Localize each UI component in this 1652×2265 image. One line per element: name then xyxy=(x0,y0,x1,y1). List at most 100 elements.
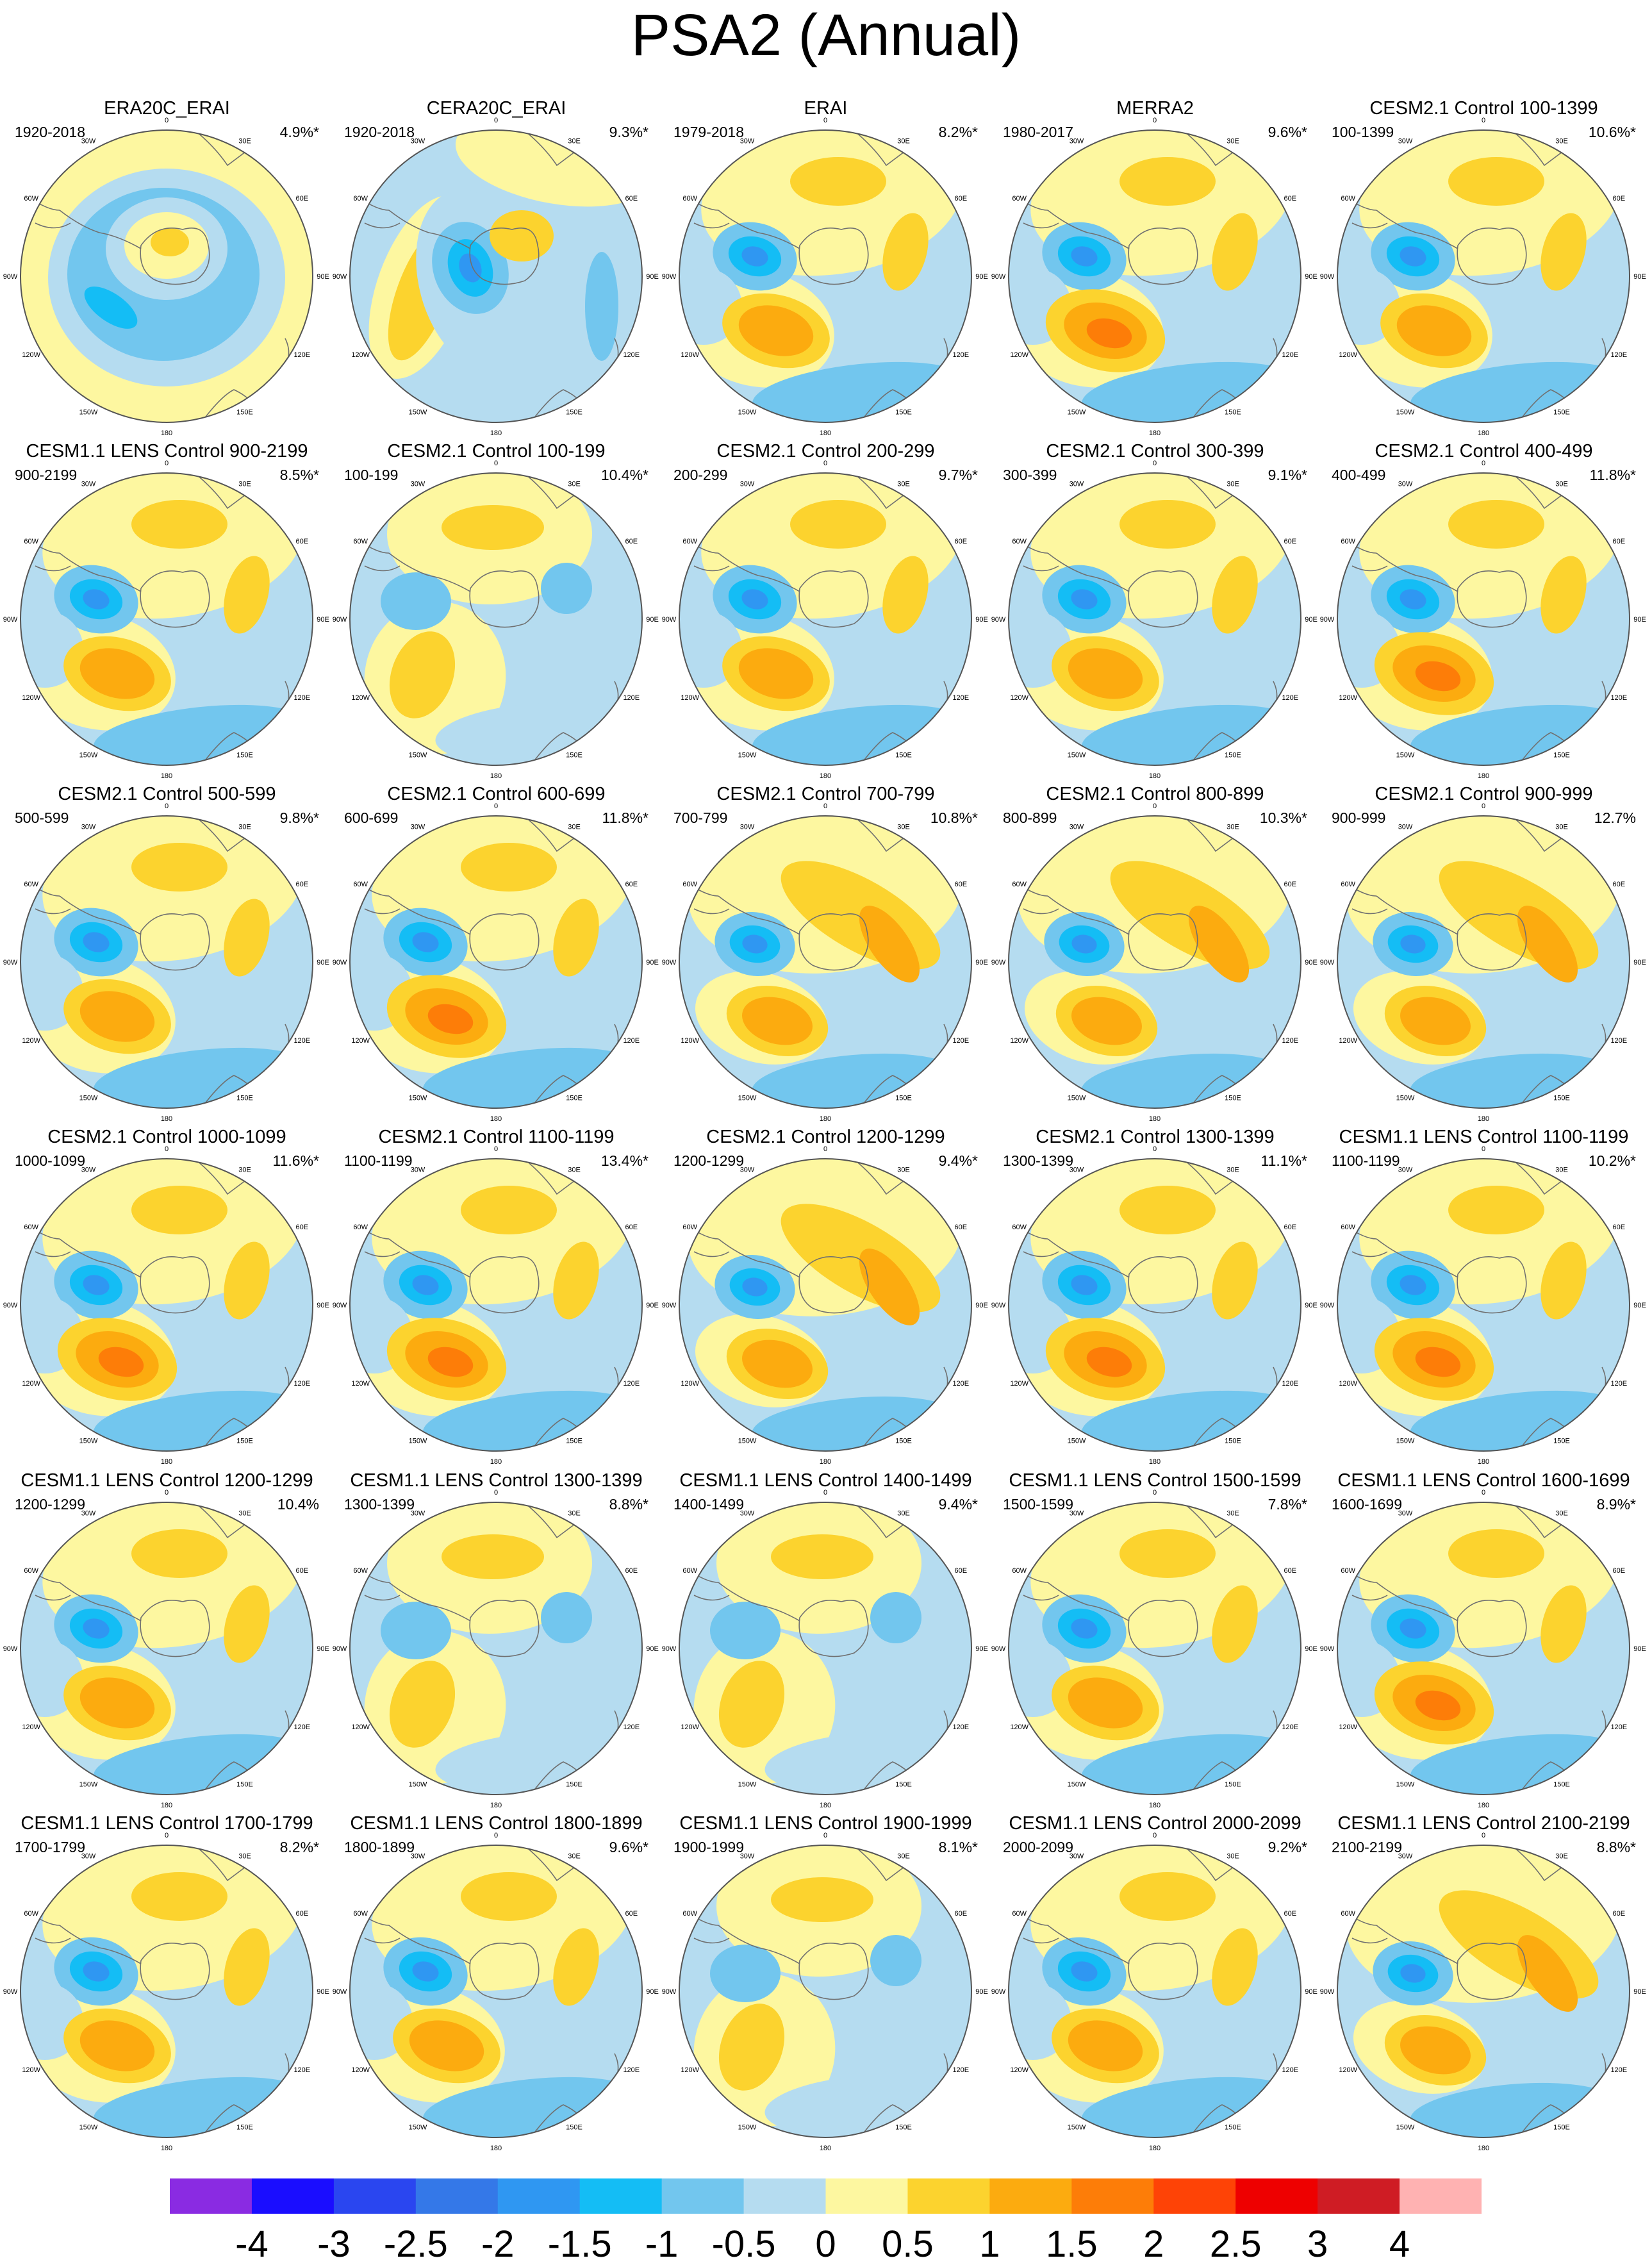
colorbar-swatch xyxy=(825,2178,908,2214)
antarctica-coastline xyxy=(1457,1256,1527,1314)
antarctica-coastline xyxy=(140,570,210,628)
longitude-label: 120W xyxy=(351,351,370,359)
longitude-label: 150E xyxy=(566,408,582,416)
negative-anomaly-region xyxy=(1071,934,1097,954)
map-frame xyxy=(1337,1502,1630,1795)
positive-anomaly-region xyxy=(461,843,557,892)
panel-variance-percent: 7.8%* xyxy=(1268,1496,1307,1513)
antarctica-coastline xyxy=(469,1599,540,1657)
longitude-label: 120W xyxy=(1339,694,1357,702)
panel-variance-percent: 8.2%* xyxy=(938,124,978,140)
map-panel: CESM1.1 LENS Control 1800-1899 0 30E 60E 90E… xyxy=(331,1805,661,2152)
positive-anomaly-region xyxy=(131,1529,227,1578)
longitude-label: 150W xyxy=(1068,751,1086,759)
panel-years: 1100-1199 xyxy=(1332,1152,1400,1169)
longitude-label: 0 xyxy=(1482,802,1485,810)
map-frame xyxy=(349,1502,643,1795)
longitude-label: 120E xyxy=(1282,1380,1298,1388)
longitude-label: 150E xyxy=(895,1780,912,1788)
anomaly-field xyxy=(679,1159,971,1451)
map-panel: CESM1.1 LENS Control 2100-2199 0 30E 60E 90E… xyxy=(1319,1805,1649,2152)
antarctica-coastline xyxy=(140,1942,210,2000)
panel-variance-percent: 10.8%* xyxy=(930,809,978,826)
negative-anomaly-region xyxy=(412,932,439,952)
positive-anomaly-region xyxy=(882,213,929,291)
longitude-label: 180 xyxy=(161,1802,172,1809)
longitude-label: 150W xyxy=(1396,2123,1415,2131)
negative-anomaly-region xyxy=(541,563,592,614)
longitude-label: 120W xyxy=(1339,1380,1357,1388)
longitude-label: 150E xyxy=(566,751,582,759)
longitude-label: 120W xyxy=(1010,694,1028,702)
colorbar-tick-label: 0.5 xyxy=(882,2223,934,2265)
anomaly-field xyxy=(350,1159,642,1451)
antarctica-coastline xyxy=(1457,570,1527,628)
longitude-label: 60E xyxy=(1284,1224,1297,1231)
anomaly-field xyxy=(1337,1845,1630,2137)
longitude-label: 30E xyxy=(568,1853,581,1861)
panel-title: CESM2.1 Control 100-1399 xyxy=(1369,98,1598,119)
panel-variance-percent: 10.3%* xyxy=(1259,809,1307,826)
longitude-label: 60E xyxy=(1284,1567,1297,1575)
colorbar-swatch xyxy=(1235,2178,1318,2214)
polar-map: 0 30E 60E 90E 120E 150E 180 150W 120W 90W 60W 30W xyxy=(1320,1489,1646,1809)
panel-years: 900-999 xyxy=(1332,809,1386,826)
longitude-label: 90E xyxy=(975,1988,988,1996)
longitude-label: 150E xyxy=(895,751,912,759)
antarctica-coastline xyxy=(798,570,869,628)
longitude-label: 0 xyxy=(1153,117,1157,124)
panel-years: 400-499 xyxy=(1332,467,1386,483)
panel-years: 1600-1699 xyxy=(1332,1496,1402,1513)
antarctica-coastline xyxy=(798,227,869,285)
longitude-label: 90E xyxy=(646,616,659,624)
longitude-label: 0 xyxy=(1153,802,1157,810)
positive-anomaly-region xyxy=(1071,997,1142,1045)
longitude-label: 90W xyxy=(1320,1988,1335,1996)
longitude-label: 60W xyxy=(24,1224,38,1231)
polar-map: 0 30E 60E 90E 120E 150E 180 150W 120W 90W 60W 30W xyxy=(1320,117,1646,437)
longitude-label: 180 xyxy=(161,1458,172,1466)
positive-anomaly-region xyxy=(771,1877,873,1922)
longitude-label: 150W xyxy=(1396,408,1415,416)
longitude-label: 60E xyxy=(625,881,638,888)
longitude-label: 60W xyxy=(1341,538,1355,545)
longitude-label: 150E xyxy=(236,1780,253,1788)
longitude-label: 150E xyxy=(1225,1780,1241,1788)
longitude-label: 90E xyxy=(1305,273,1317,281)
negative-anomaly-region xyxy=(1400,1275,1426,1295)
longitude-label: 30E xyxy=(568,1510,581,1518)
panel-years: 100-199 xyxy=(344,467,399,483)
longitude-label: 60E xyxy=(1613,1910,1626,1918)
map-panel: CESM2.1 Control 200-299 0 30E 60E 90E 120E 150… xyxy=(661,433,991,780)
longitude-label: 90E xyxy=(317,1302,329,1309)
colorbar-swatch xyxy=(415,2178,499,2214)
longitude-label: 180 xyxy=(161,1115,172,1123)
positive-anomaly-region xyxy=(1119,1872,1216,1921)
panel-years: 1800-1899 xyxy=(344,1839,415,1855)
longitude-label: 30E xyxy=(1227,824,1239,831)
longitude-label: 150W xyxy=(1068,1094,1086,1102)
map-frame xyxy=(20,1502,313,1795)
longitude-label: 60E xyxy=(296,538,309,545)
polar-map: 0 30E 60E 90E 120E 150E 180 150W 120W 90W 60W 30W xyxy=(333,1489,659,1809)
panel-years: 500-599 xyxy=(15,809,69,826)
map-panel: CESM2.1 Control 300-399 0 30E 60E 90E 120E 150… xyxy=(990,433,1320,780)
panel-variance-percent: 8.2%* xyxy=(279,1839,319,1855)
positive-anomaly-region xyxy=(79,2020,155,2071)
longitude-label: 90W xyxy=(991,273,1006,281)
anomaly-field xyxy=(1009,130,1301,422)
positive-anomaly-region xyxy=(1415,1347,1461,1377)
longitude-label: 30W xyxy=(1398,824,1413,831)
panel-title: ERA20C_ERAI xyxy=(104,98,230,119)
longitude-label: 30W xyxy=(81,1853,96,1861)
longitude-label: 180 xyxy=(1478,1802,1489,1809)
longitude-label: 120W xyxy=(681,1380,699,1388)
longitude-label: 30W xyxy=(411,1510,425,1518)
longitude-label: 30E xyxy=(1227,1166,1239,1174)
longitude-label: 30E xyxy=(568,481,581,488)
longitude-label: 180 xyxy=(1478,429,1489,437)
longitude-label: 30W xyxy=(740,481,755,488)
map-frame xyxy=(349,129,643,423)
panel-years: 1979-2018 xyxy=(673,124,744,140)
longitude-label: 150E xyxy=(1225,2123,1241,2131)
